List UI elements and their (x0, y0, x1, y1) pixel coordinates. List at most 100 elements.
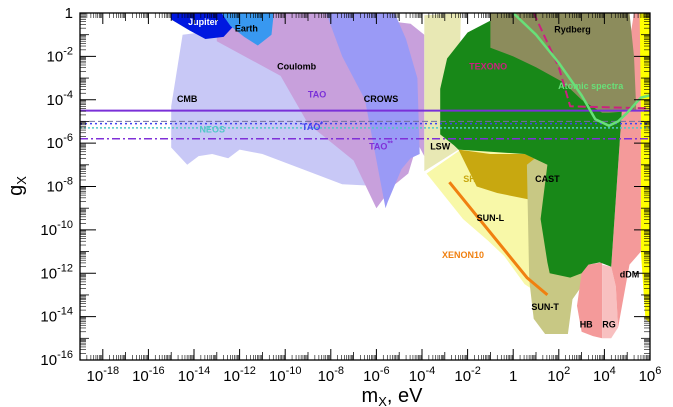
y-tick-exp: -8 (63, 176, 73, 188)
region-label-crows: CROWS (364, 94, 399, 104)
region-label-sun-l: SUN-L (477, 213, 505, 223)
x-tick-label: 10-4 (409, 365, 435, 385)
region-label-text: Rydberg (554, 25, 591, 35)
x-tick-label: 10-14 (178, 365, 211, 385)
x-tick-exp: -16 (149, 365, 165, 377)
y-tick-label: 10-14 (40, 306, 73, 326)
x-tick-label: 10-16 (132, 365, 165, 385)
region-label-text: NEOS (199, 124, 225, 134)
region-label-sup: * (320, 121, 323, 128)
region-label-rg: RG (602, 320, 616, 330)
x-tick-exp: -2 (471, 365, 481, 377)
region-label-atomic: Atomic spectra (558, 81, 624, 91)
y-tick-label: 10-16 (40, 349, 73, 369)
x-tick-label: 10-8 (318, 365, 344, 385)
region-label-text: Atomic spectra (558, 81, 624, 91)
x-tick-base: 10 (269, 368, 286, 385)
x-tick-base: 10 (639, 368, 656, 385)
region-label-rydberg: Rydberg (554, 25, 591, 35)
x-tick-exp: 6 (655, 365, 661, 377)
region-label-text: TAO (369, 142, 387, 152)
x-tick-exp: -14 (194, 365, 210, 377)
x-tick-base: 10 (318, 368, 335, 385)
y-tick-base: 10 (47, 48, 64, 65)
labels-layer: Jupiter Earth Coulomb Rydberg CMB TAO CROWS TEX… (177, 17, 639, 330)
region-label-xenon10: XENON10 (442, 250, 484, 260)
y-tick-base: 10 (47, 135, 64, 152)
y-axis-label-sub: X (14, 176, 29, 185)
x-tick-exp: -10 (286, 365, 302, 377)
y-tick-label: 10-8 (47, 176, 73, 196)
x-tick-exp: -18 (103, 365, 119, 377)
region-label-lsw: LSW (430, 142, 451, 152)
region-label-cast: CAST (535, 174, 560, 184)
y-tick-label: 10-12 (40, 262, 73, 282)
region-label-sun-t: SUN-T (531, 302, 559, 312)
x-tick-label: 102 (547, 365, 570, 385)
region-label-jupiter: Jupiter (188, 17, 219, 27)
x-tick-label: 10-10 (269, 365, 302, 385)
region-label-text: CMB (177, 94, 198, 104)
region-label-earth: Earth (235, 23, 258, 33)
region-label-tao-star: TAO* (302, 121, 323, 132)
line-texono (532, 12, 651, 110)
x-tick-base: 10 (547, 368, 564, 385)
region-label-text: Earth (235, 23, 258, 33)
y-tick-base: 10 (40, 265, 57, 282)
x-axis-label-unit: , eV (387, 385, 423, 407)
region-label-cmb: CMB (177, 94, 198, 104)
x-tick-exp: -12 (240, 365, 256, 377)
y-axis-label: gX (5, 176, 29, 196)
y-tick-base: 10 (47, 179, 64, 196)
region-label-text: SUN-L (477, 213, 505, 223)
x-tick-label: 10-18 (87, 365, 120, 385)
y-tick-exp: -12 (57, 262, 73, 274)
region-label-ships: SHIPS (463, 174, 490, 184)
region-label-hb: HB (580, 320, 593, 330)
region-label-sup: ** (387, 141, 393, 148)
y-tick-base: 10 (40, 352, 57, 369)
x-tick-label: 104 (593, 365, 616, 385)
x-tick-exp: 2 (564, 365, 570, 377)
x-tick-base: 10 (363, 368, 380, 385)
x-tick-label: 1 (509, 368, 517, 385)
region-label-coulomb: Coulomb (277, 61, 316, 71)
y-tick-exp: -2 (63, 45, 73, 57)
region-cmb (171, 30, 388, 187)
region-label-tao: TAO (308, 90, 326, 100)
y-tick-base: 1 (65, 5, 73, 22)
y-tick-label: 10-10 (40, 219, 73, 239)
region-label-text: dDM (620, 270, 640, 280)
region-label-text: SHIPS (463, 174, 490, 184)
x-tick-base: 10 (132, 368, 149, 385)
region-earth (221, 13, 274, 46)
region-label-neos: NEOS (199, 124, 225, 134)
region-label-text: HB (580, 320, 593, 330)
region-label-ddm: dDM (620, 270, 640, 280)
x-tick-label: 10-6 (363, 365, 389, 385)
y-tick-label: 10-6 (47, 132, 73, 152)
y-tick-exp: -14 (57, 306, 73, 318)
region-label-text: CROWS (364, 94, 399, 104)
region-label-text: Jupiter (188, 17, 219, 27)
line-xenon10 (448, 181, 549, 297)
x-tick-label: 10-12 (223, 365, 256, 385)
region-label-text: TAO (308, 90, 326, 100)
x-tick-base: 10 (454, 368, 471, 385)
lines-layer (80, 12, 651, 297)
region-jupiter (171, 13, 240, 39)
region-rg (602, 264, 619, 339)
y-tick-exp: -10 (57, 219, 73, 231)
x-tick-exp: -8 (334, 365, 344, 377)
region-hb (577, 262, 603, 339)
y-tick-label: 1 (65, 5, 73, 22)
x-tick-base: 10 (593, 368, 610, 385)
region-label-text: SUN-T (531, 302, 559, 312)
y-tick-base: 10 (47, 92, 64, 109)
x-tick-base: 10 (87, 368, 104, 385)
region-label-texono: TEXONO (469, 61, 507, 71)
y-tick-exp: -4 (63, 89, 73, 101)
y-axis-label-base: g (5, 185, 27, 196)
x-tick-label: 10-2 (454, 365, 480, 385)
x-axis-label-sub: X (378, 394, 387, 407)
